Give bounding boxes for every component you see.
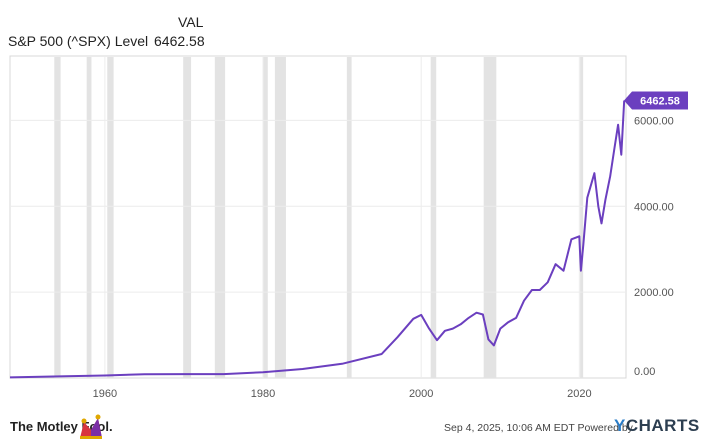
recession-band: [483, 57, 497, 378]
series-last-value: 6462.58: [154, 33, 205, 49]
jester-hat-icon: [80, 414, 102, 439]
recession-band: [274, 57, 286, 378]
recession-band: [214, 57, 226, 378]
plot-area: [9, 55, 627, 379]
axis-ticks: 1960 1980 2000 2020 0.00 2000.00 4000.00 6000.0…: [93, 115, 674, 400]
recession-band: [263, 57, 268, 378]
x-tick-label: 2000: [409, 388, 433, 400]
recession-bands: [54, 57, 584, 378]
footer: The Motley Fool. Sep 4, 2025, 10:06 AM E…: [0, 404, 720, 441]
y-tick-label: 2000.00: [634, 287, 674, 299]
recession-band: [107, 57, 114, 378]
x-tick-label: 2020: [567, 388, 591, 400]
chart-legend: VAL S&P 500 (^SPX) Level 6462.58: [0, 0, 360, 56]
sp500-chart: 1960 1980 2000 2020 0.00 2000.00 4000.00 6000.0…: [9, 55, 688, 400]
recession-band: [580, 57, 584, 378]
y-tick-label: 0.00: [634, 366, 655, 378]
ycharts-logo: YCHARTS: [614, 416, 700, 435]
series-line: [9, 100, 626, 379]
y-tick-label: 6000.00: [634, 115, 674, 127]
recession-band: [430, 57, 437, 378]
y-tick-label: 4000.00: [634, 201, 674, 213]
last-value-badge: 6462.58: [624, 91, 688, 110]
x-tick-label: 1960: [93, 388, 117, 400]
last-value-badge-label: 6462.58: [640, 96, 680, 108]
recession-band: [346, 57, 352, 378]
last-value-badge-shape: [624, 91, 688, 110]
recession-band: [54, 57, 61, 378]
recession-band: [183, 57, 192, 378]
x-tick-label: 1980: [251, 388, 275, 400]
series-lines: [9, 100, 626, 379]
recession-band: [86, 57, 92, 378]
series-name: S&P 500 (^SPX) Level: [8, 33, 149, 49]
value-column-header: VAL: [178, 14, 204, 30]
gridlines: [10, 56, 626, 378]
footer-timestamp: Sep 4, 2025, 10:06 AM EDT Powered by: [444, 422, 633, 434]
